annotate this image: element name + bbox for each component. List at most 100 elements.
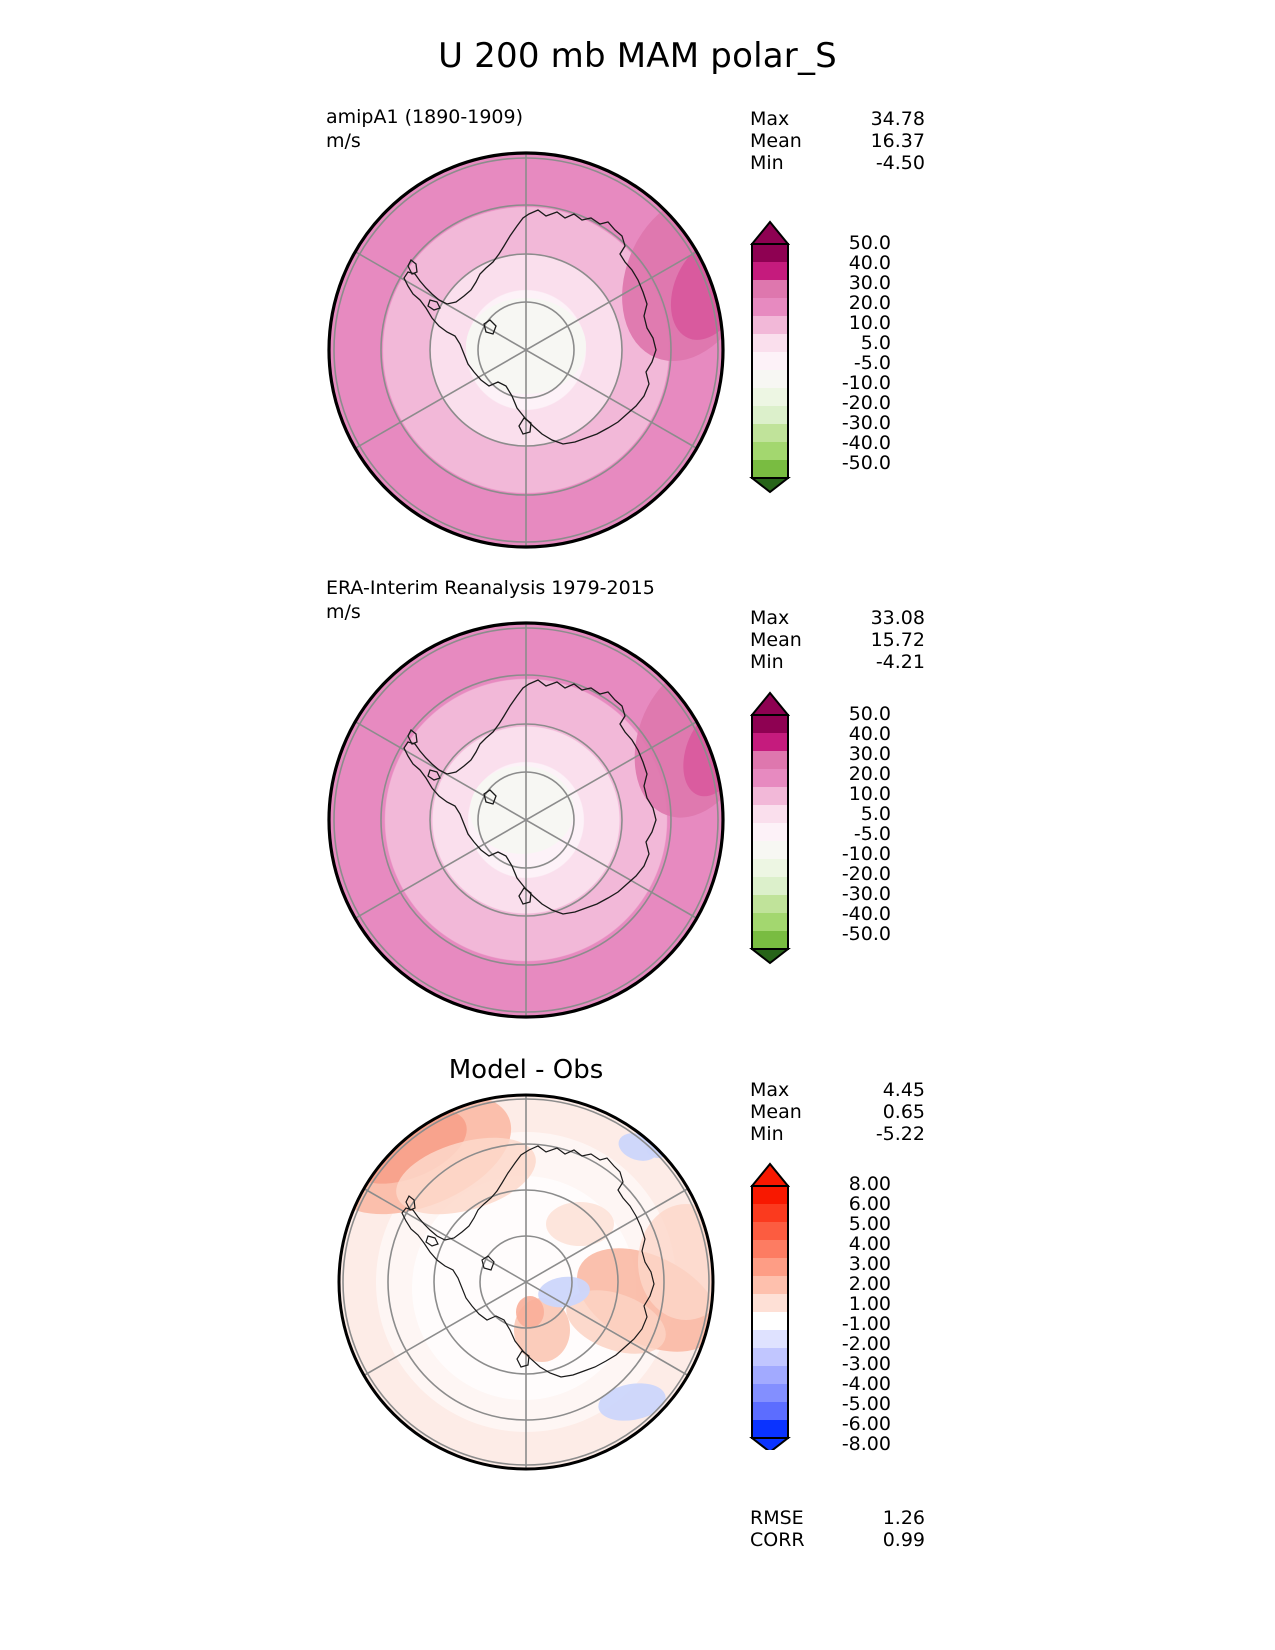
map-boundary	[327, 621, 725, 1019]
cbar-tick: -20.0	[841, 863, 891, 885]
cbar-tick: -5.0	[853, 352, 891, 374]
panel-difference-label: Model - Obs	[448, 1055, 604, 1085]
stat-key: Max	[750, 607, 790, 629]
cbar-tick: 4.00	[848, 1233, 891, 1255]
cbar-tick: 3.00	[848, 1253, 891, 1275]
cbar-tick: 5.0	[860, 803, 891, 825]
stat-value: -4.50	[875, 152, 925, 174]
graticule	[342, 1094, 710, 1470]
antarctica-coastline	[403, 679, 657, 915]
colorbar-difference	[748, 1160, 792, 1450]
cbar-tick: 30.0	[848, 272, 891, 294]
stat-row: Max 34.78	[750, 108, 925, 130]
colorbar-labels-difference: 8.00 6.00 5.00 4.00 3.00 2.00 1.00 -1.00…	[796, 1173, 891, 1454]
map-boundary	[337, 1093, 715, 1471]
cbar-tick: 40.0	[848, 723, 891, 745]
cbar-tick: 5.0	[860, 332, 891, 354]
cbar-tick: -2.00	[841, 1333, 891, 1355]
contour-fill	[328, 622, 724, 1018]
stat-key: Min	[750, 152, 784, 174]
stat-row: Mean 15.72	[750, 629, 925, 651]
cbar-tick: 6.00	[848, 1193, 891, 1215]
graticule	[333, 622, 719, 1018]
stat-row: Mean 0.65	[750, 1101, 925, 1123]
panel-obs-label: ERA-Interim Reanalysis 1979-2015	[326, 577, 655, 599]
page-title: U 200 mb MAM polar_S	[438, 36, 837, 76]
stat-value: -5.22	[875, 1123, 925, 1145]
antarctica-coastline	[401, 1145, 655, 1378]
stat-key: Mean	[750, 629, 802, 651]
cbar-tick: -30.0	[841, 883, 891, 905]
contour-fill	[328, 152, 724, 548]
polar-map-difference	[316, 1092, 736, 1472]
cbar-tick: -40.0	[841, 432, 891, 454]
cbar-tick: 20.0	[848, 763, 891, 785]
cbar-tick: -20.0	[841, 392, 891, 414]
cbar-tick: 20.0	[848, 292, 891, 314]
cbar-tick: -4.00	[841, 1373, 891, 1395]
cbar-tick: -5.0	[853, 823, 891, 845]
map-boundary	[327, 151, 725, 549]
stat-value: 4.45	[882, 1079, 925, 1101]
graticule	[333, 152, 719, 548]
cbar-tick: -10.0	[841, 372, 891, 394]
skill-value: 1.26	[882, 1507, 925, 1529]
cbar-tick: -6.00	[841, 1413, 891, 1435]
cbar-tick: -50.0	[841, 452, 891, 474]
stat-value: 33.08	[870, 607, 925, 629]
stat-key: Min	[750, 651, 784, 673]
stat-value: 15.72	[870, 629, 925, 651]
cbar-tick: 2.00	[848, 1273, 891, 1295]
cbar-tick: 1.00	[848, 1293, 891, 1315]
cbar-tick: 50.0	[848, 232, 891, 254]
colorbar-obs	[748, 689, 792, 967]
stat-row: Min -4.21	[750, 651, 925, 673]
stat-key: Max	[750, 1079, 790, 1101]
antarctica-coastline	[403, 209, 657, 445]
panel-model-label: amipA1 (1890-1909)	[326, 106, 524, 128]
cbar-tick: 40.0	[848, 252, 891, 274]
stat-key: Mean	[750, 130, 802, 152]
skill-key: CORR	[750, 1529, 805, 1551]
cbar-tick: -8.00	[841, 1433, 891, 1455]
colorbar-model	[748, 218, 792, 496]
stat-value: -4.21	[875, 651, 925, 673]
cbar-tick: -40.0	[841, 903, 891, 925]
panel-difference-stats: Max 4.45 Mean 0.65 Min -5.22	[750, 1079, 925, 1145]
cbar-tick: 10.0	[848, 783, 891, 805]
stat-row: Max 33.08	[750, 607, 925, 629]
polar-map-model	[316, 150, 736, 550]
stat-value: 16.37	[870, 130, 925, 152]
stat-row: Mean 16.37	[750, 130, 925, 152]
stat-key: Mean	[750, 1101, 802, 1123]
stat-value: 34.78	[870, 108, 925, 130]
cbar-tick: -1.00	[841, 1313, 891, 1335]
cbar-tick: -3.00	[841, 1353, 891, 1375]
stat-row: Min -5.22	[750, 1123, 925, 1145]
skill-key: RMSE	[750, 1507, 804, 1529]
stat-row: Min -4.50	[750, 152, 925, 174]
cbar-tick: -30.0	[841, 412, 891, 434]
cbar-tick: 8.00	[848, 1173, 891, 1195]
colorbar-labels-model: 50.0 40.0 30.0 20.0 10.0 5.0 -5.0 -10.0 …	[796, 234, 891, 484]
stat-row: Max 4.45	[750, 1079, 925, 1101]
polar-map-obs	[316, 620, 736, 1020]
cbar-tick: 50.0	[848, 703, 891, 725]
panel-obs-stats: Max 33.08 Mean 15.72 Min -4.21	[750, 607, 925, 673]
cbar-tick: 5.00	[848, 1213, 891, 1235]
cbar-tick: -5.00	[841, 1393, 891, 1415]
stat-value: 0.65	[882, 1101, 925, 1123]
skill-row: CORR 0.99	[750, 1529, 925, 1551]
skill-value: 0.99	[882, 1529, 925, 1551]
cbar-tick: -10.0	[841, 843, 891, 865]
stat-key: Max	[750, 108, 790, 130]
panel-model-stats: Max 34.78 Mean 16.37 Min -4.50	[750, 108, 925, 174]
stat-key: Min	[750, 1123, 784, 1145]
cbar-tick: 10.0	[848, 312, 891, 334]
skill-scores: RMSE 1.26 CORR 0.99	[750, 1507, 925, 1551]
skill-row: RMSE 1.26	[750, 1507, 925, 1529]
panel-obs-units: m/s	[326, 601, 361, 623]
colorbar-labels-obs: 50.0 40.0 30.0 20.0 10.0 5.0 -5.0 -10.0 …	[796, 705, 891, 955]
panel-model-units: m/s	[326, 130, 361, 152]
cbar-tick: -50.0	[841, 923, 891, 945]
